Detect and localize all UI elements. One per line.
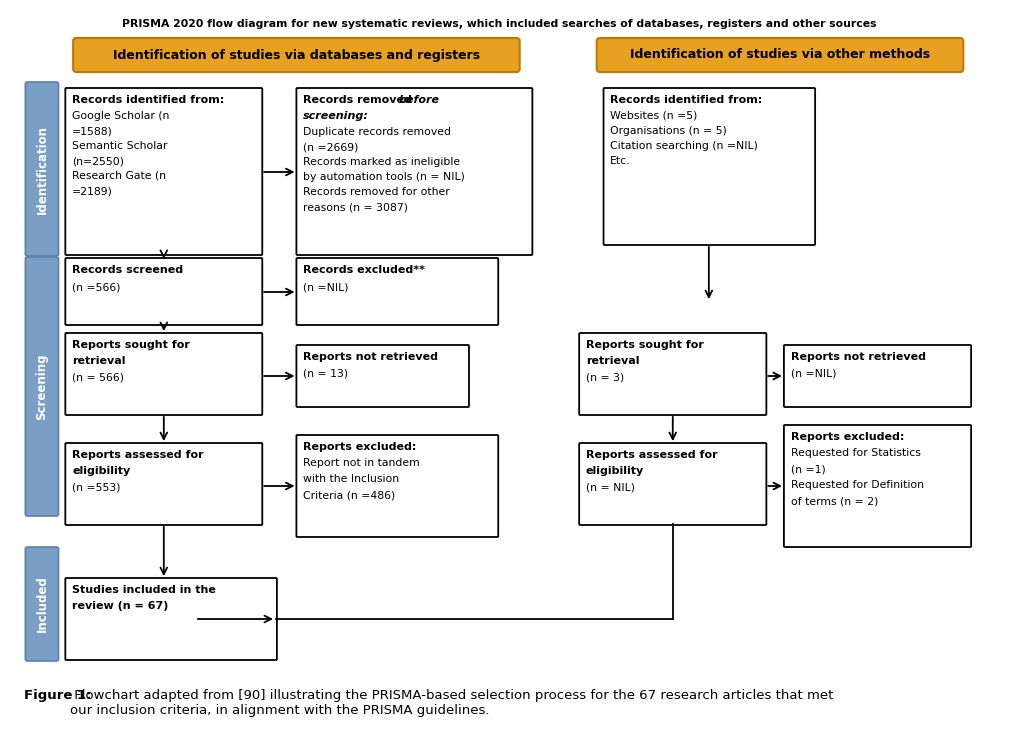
Text: Included: Included <box>36 575 48 633</box>
Text: (n =1): (n =1) <box>791 464 825 474</box>
Text: review (n = 67): review (n = 67) <box>72 601 169 611</box>
Text: Records identified from:: Records identified from: <box>72 95 224 105</box>
FancyBboxPatch shape <box>296 258 499 325</box>
FancyBboxPatch shape <box>784 345 971 407</box>
FancyBboxPatch shape <box>296 345 469 407</box>
Text: Research Gate (n: Research Gate (n <box>72 171 166 181</box>
Text: Screening: Screening <box>36 354 48 420</box>
Text: Organisations (n = 5): Organisations (n = 5) <box>610 126 727 136</box>
Text: Records removed: Records removed <box>303 95 416 105</box>
FancyBboxPatch shape <box>26 257 58 516</box>
FancyBboxPatch shape <box>603 88 815 245</box>
FancyBboxPatch shape <box>66 578 276 660</box>
Text: Websites (n =5): Websites (n =5) <box>610 111 697 121</box>
Text: of terms (n = 2): of terms (n = 2) <box>791 496 879 506</box>
Text: screening:: screening: <box>303 111 369 121</box>
Text: (n = NIL): (n = NIL) <box>586 482 635 492</box>
FancyBboxPatch shape <box>784 425 971 547</box>
Text: eligibility: eligibility <box>586 466 644 476</box>
Text: Records removed for other: Records removed for other <box>303 187 450 197</box>
Text: Semantic Scholar: Semantic Scholar <box>72 141 168 151</box>
Text: (n =2669): (n =2669) <box>303 142 358 152</box>
Text: (n =NIL): (n =NIL) <box>791 369 837 379</box>
FancyBboxPatch shape <box>580 443 766 525</box>
Text: (n =566): (n =566) <box>72 282 121 292</box>
Text: Reports excluded:: Reports excluded: <box>303 442 417 452</box>
Text: Reports not retrieved: Reports not retrieved <box>303 352 438 362</box>
Text: retrieval: retrieval <box>72 356 126 366</box>
Text: Google Scholar (n: Google Scholar (n <box>72 111 170 121</box>
Text: (n =NIL): (n =NIL) <box>303 282 349 292</box>
Text: Reports sought for: Reports sought for <box>72 340 190 350</box>
Text: Reports excluded:: Reports excluded: <box>791 432 904 442</box>
Text: (n=2550): (n=2550) <box>72 156 124 166</box>
FancyBboxPatch shape <box>26 547 58 661</box>
Text: Flowchart adapted from [90] illustrating the PRISMA-based selection process for : Flowchart adapted from [90] illustrating… <box>71 689 834 717</box>
Text: Figure 1:: Figure 1: <box>25 689 92 702</box>
Text: Reports not retrieved: Reports not retrieved <box>791 352 926 362</box>
Text: Citation searching (n =NIL): Citation searching (n =NIL) <box>610 141 758 151</box>
Text: Identification of studies via databases and registers: Identification of studies via databases … <box>113 48 480 62</box>
Text: (n = 13): (n = 13) <box>303 369 348 379</box>
FancyBboxPatch shape <box>26 82 58 256</box>
FancyBboxPatch shape <box>296 435 499 537</box>
Text: =1588): =1588) <box>72 126 113 136</box>
Text: Reports assessed for: Reports assessed for <box>72 450 204 460</box>
Text: Requested for Definition: Requested for Definition <box>791 480 924 490</box>
Text: Requested for Statistics: Requested for Statistics <box>791 448 921 458</box>
Text: Records excluded**: Records excluded** <box>303 265 425 275</box>
Text: Reports assessed for: Reports assessed for <box>586 450 718 460</box>
FancyBboxPatch shape <box>66 88 262 255</box>
FancyBboxPatch shape <box>580 333 766 415</box>
FancyBboxPatch shape <box>66 333 262 415</box>
FancyBboxPatch shape <box>296 88 532 255</box>
FancyBboxPatch shape <box>66 258 262 325</box>
Text: retrieval: retrieval <box>586 356 640 366</box>
FancyBboxPatch shape <box>73 38 520 72</box>
Text: Identification: Identification <box>36 124 48 213</box>
Text: (n =553): (n =553) <box>72 482 121 492</box>
Text: =2189): =2189) <box>72 186 113 196</box>
Text: with the Inclusion: with the Inclusion <box>303 474 399 484</box>
Text: PRISMA 2020 flow diagram for new systematic reviews, which included searches of : PRISMA 2020 flow diagram for new systema… <box>122 19 877 29</box>
Text: (n = 3): (n = 3) <box>586 372 625 382</box>
Text: Records marked as ineligible: Records marked as ineligible <box>303 157 461 167</box>
Text: (n = 566): (n = 566) <box>72 372 124 382</box>
Text: Criteria (n =486): Criteria (n =486) <box>303 490 395 500</box>
Text: Studies included in the: Studies included in the <box>72 585 216 595</box>
Text: before: before <box>398 95 439 105</box>
Text: Etc.: Etc. <box>610 156 631 166</box>
Text: eligibility: eligibility <box>72 466 130 476</box>
Text: by automation tools (n = NIL): by automation tools (n = NIL) <box>303 172 465 182</box>
Text: reasons (n = 3087): reasons (n = 3087) <box>303 202 409 212</box>
Text: Reports sought for: Reports sought for <box>586 340 703 350</box>
FancyBboxPatch shape <box>597 38 964 72</box>
Text: Records screened: Records screened <box>72 265 183 275</box>
FancyBboxPatch shape <box>66 443 262 525</box>
Text: Identification of studies via other methods: Identification of studies via other meth… <box>630 48 930 62</box>
Text: Duplicate records removed: Duplicate records removed <box>303 127 452 137</box>
Text: Report not in tandem: Report not in tandem <box>303 458 420 468</box>
Text: Records identified from:: Records identified from: <box>610 95 763 105</box>
